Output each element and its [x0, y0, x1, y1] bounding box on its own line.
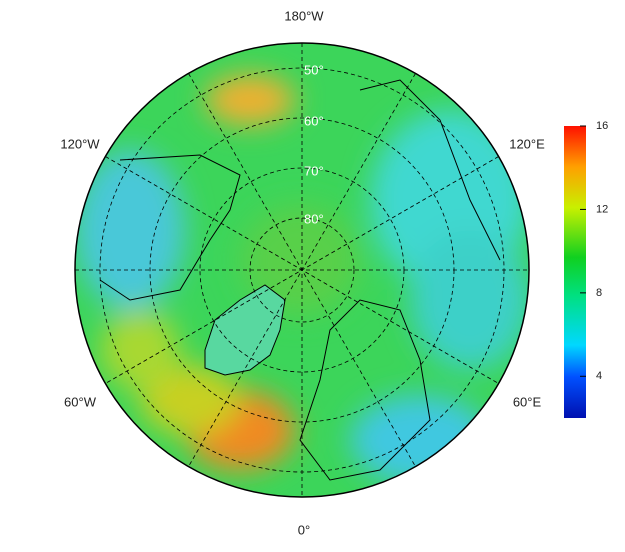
colorbar-tick-label: 12: [596, 203, 608, 215]
graticule: [75, 43, 529, 497]
colorbar: [564, 126, 586, 418]
latitude-label: 50°: [304, 62, 324, 77]
longitude-label: 60°W: [64, 394, 97, 409]
latitude-label: 80°: [304, 211, 324, 226]
colorbar-tick-label: 8: [596, 287, 602, 299]
longitude-label: 60°E: [513, 394, 542, 409]
colorbar-ticks: 4 8 12 16: [580, 120, 608, 382]
longitude-label: 180°W: [284, 8, 324, 23]
longitude-label: 120°W: [60, 136, 100, 151]
map-border: [74, 42, 530, 498]
latitude-label: 60°: [304, 113, 324, 128]
colorbar-tick-label: 16: [596, 120, 608, 132]
latitude-label: 70°: [304, 163, 324, 178]
longitude-label: 120°E: [509, 136, 545, 151]
longitude-label: 0°: [298, 522, 310, 537]
colorbar-tick-label: 4: [596, 370, 602, 382]
